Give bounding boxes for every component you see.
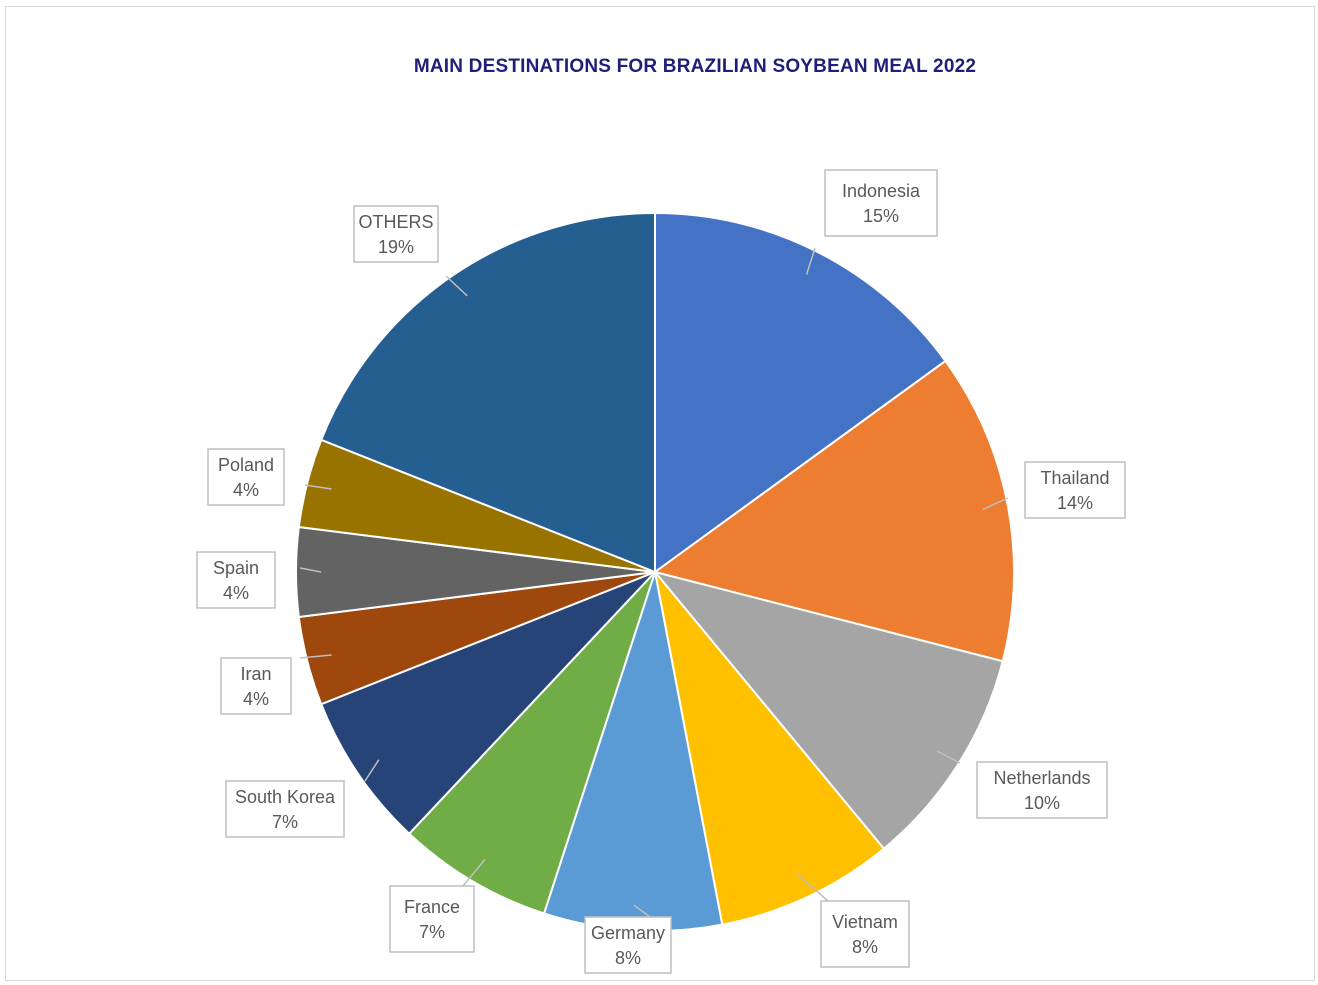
- data-label-percent: 19%: [378, 237, 414, 257]
- pie-slice-thailand: [652, 359, 1015, 663]
- data-label-percent: 10%: [1024, 793, 1060, 813]
- pie-slice-others: [319, 211, 656, 574]
- pie-slice-south-korea: [319, 571, 656, 836]
- data-label-category: Indonesia: [842, 181, 921, 201]
- leader-line: [796, 873, 829, 902]
- data-label-category: Netherlands: [993, 768, 1090, 788]
- data-label-box: [976, 761, 1108, 819]
- leader-line: [445, 275, 468, 297]
- leader-line: [936, 750, 961, 764]
- data-label-percent: 8%: [852, 937, 878, 957]
- leader-line: [299, 567, 322, 573]
- leader-line: [299, 654, 332, 659]
- data-label-box: [207, 448, 285, 506]
- data-label-percent: 4%: [233, 480, 259, 500]
- data-label-box: [824, 169, 938, 237]
- leader-line: [805, 247, 816, 275]
- pie-slices: [294, 211, 1015, 932]
- leader-line: [304, 484, 332, 490]
- data-label-box: [220, 657, 292, 715]
- data-label-percent: 15%: [863, 206, 899, 226]
- data-label-box: [353, 205, 439, 263]
- data-label-percent: 4%: [223, 583, 249, 603]
- chart-title: MAIN DESTINATIONS FOR BRAZILIAN SOYBEAN …: [413, 56, 977, 77]
- pie-slice-netherlands: [652, 570, 1004, 851]
- data-label-box: [820, 900, 910, 968]
- data-label-percent: 8%: [615, 948, 641, 968]
- data-label-percent: 7%: [272, 812, 298, 832]
- data-labels: Indonesia 15% Thailand 14% Netherlands 10% Vie…: [196, 169, 1126, 974]
- data-label-box: [225, 780, 345, 838]
- data-label-percent: 7%: [419, 922, 445, 942]
- data-label-percent: 4%: [243, 689, 269, 709]
- leader-line: [364, 759, 380, 782]
- pie-slice-france: [407, 571, 656, 915]
- data-label-category: Vietnam: [832, 912, 898, 932]
- data-label-percent: 14%: [1057, 493, 1093, 513]
- leader-line: [982, 497, 1009, 511]
- pie-slice-indonesia: [654, 211, 947, 574]
- data-label-category: Iran: [240, 664, 271, 684]
- data-label-category: Spain: [213, 558, 259, 578]
- data-label-box: [1024, 461, 1126, 519]
- data-label-category: Thailand: [1040, 468, 1109, 488]
- data-label-box: [389, 885, 475, 953]
- data-label-category: Poland: [218, 455, 274, 475]
- leader-line: [462, 858, 486, 887]
- data-label-box: [196, 551, 276, 609]
- pie-slice-vietnam: [654, 571, 886, 926]
- data-label-box: [584, 916, 672, 974]
- leader-line: [633, 904, 651, 918]
- data-label-category: France: [404, 897, 460, 917]
- data-label-category: South Korea: [235, 787, 336, 807]
- data-label-category: OTHERS: [358, 212, 433, 232]
- data-label-category: Germany: [591, 923, 665, 943]
